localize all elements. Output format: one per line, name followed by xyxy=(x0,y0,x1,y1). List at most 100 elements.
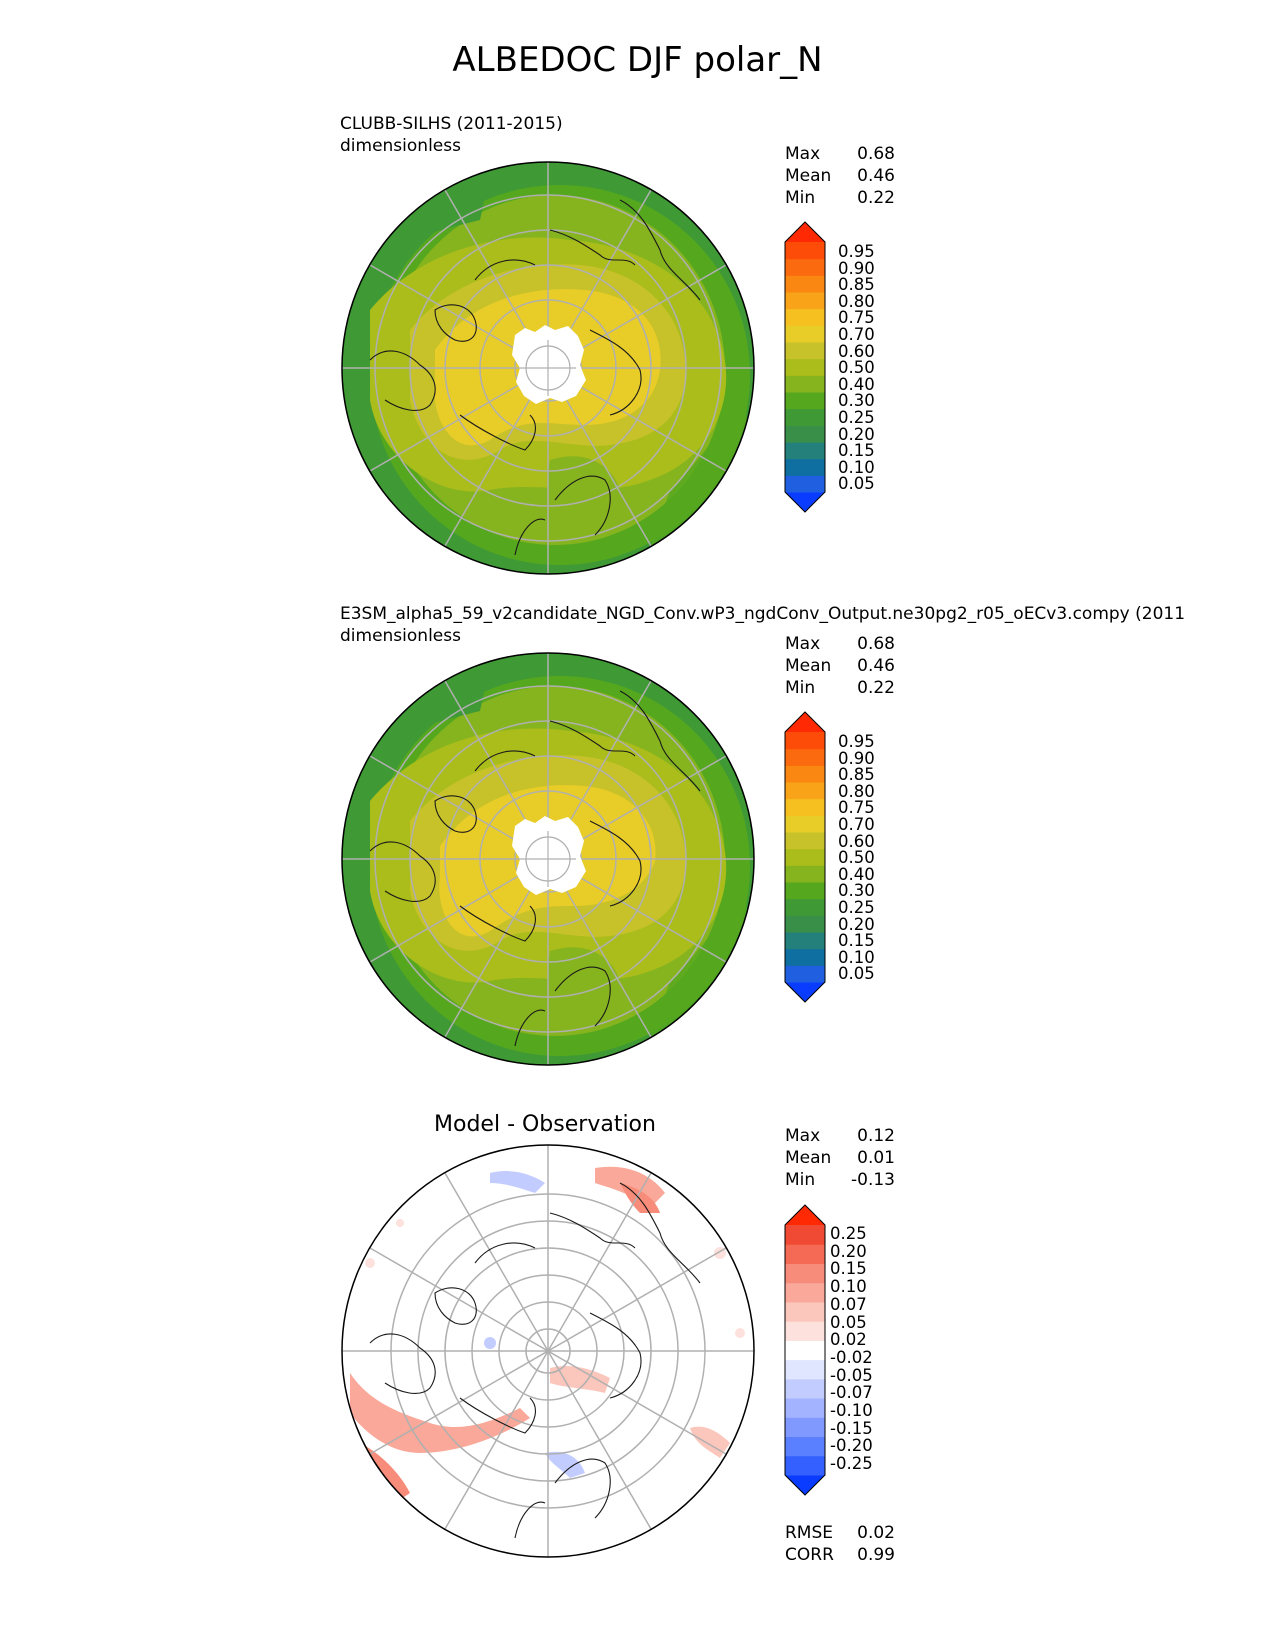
colorbar-tick-label: 0.90 xyxy=(838,258,875,278)
colorbar-segment xyxy=(785,442,825,460)
panel-2-polar-map xyxy=(341,652,755,1066)
colorbar-extend-min xyxy=(785,982,825,1002)
stat-max-label: Max xyxy=(785,634,821,654)
colorbar-tick-label: 0.60 xyxy=(838,831,875,851)
colorbar-tick-label: 0.95 xyxy=(838,242,875,261)
map-boundary xyxy=(341,1144,755,1558)
stat-mean-value: 0.46 xyxy=(857,166,895,186)
colorbar-segment xyxy=(785,882,825,900)
colorbar-outline xyxy=(784,1204,826,1496)
stat-min-label: Min xyxy=(785,678,816,698)
colorbar-segment xyxy=(785,1321,825,1341)
coastlines xyxy=(369,199,701,556)
colorbar-extend-min xyxy=(785,492,825,512)
colorbar-tick-label: -0.25 xyxy=(830,1454,873,1474)
colorbar-segment xyxy=(785,1398,825,1418)
colorbar-tick-label: 0.75 xyxy=(838,798,875,818)
colorbar-segment xyxy=(785,798,825,816)
stat-mean-value: 0.46 xyxy=(857,656,895,676)
metric-rmse-label: RMSE xyxy=(785,1523,834,1543)
colorbar-extend-max xyxy=(785,1205,825,1225)
stat-min-label: Min xyxy=(785,1170,816,1190)
stat-mean-label: Mean xyxy=(785,166,832,186)
colorbar-outline xyxy=(784,221,826,513)
colorbar-tick-label: -0.05 xyxy=(830,1365,873,1385)
map-boundary xyxy=(341,652,755,1066)
colorbar-tick-label: 0.70 xyxy=(838,815,875,834)
panel-1-units: dimensionless xyxy=(340,136,461,156)
colorbar-segment xyxy=(785,1417,825,1438)
stat-min-label: Min xyxy=(785,188,816,208)
colorbar-tick-label: 0.10 xyxy=(838,947,875,967)
colorbar-tick-label: 0.15 xyxy=(838,441,875,461)
colorbar-tick-label: 0.10 xyxy=(830,1277,867,1297)
colorbar-segment xyxy=(785,1301,825,1322)
colorbar-segment xyxy=(785,898,825,916)
coastlines xyxy=(369,690,701,1047)
colorbar-tick-label: 0.05 xyxy=(838,964,875,984)
colorbar-tick-label: 0.40 xyxy=(838,864,875,884)
colorbar-tick-label: 0.07 xyxy=(830,1294,867,1314)
colorbar-segment xyxy=(785,258,825,276)
panel-3-metrics: RMSE 0.02 CORR 0.99 xyxy=(785,1522,915,1568)
colorbar-tick-label: 0.30 xyxy=(838,881,875,901)
colorbar-outline xyxy=(784,711,826,1003)
panel-2-units: dimensionless xyxy=(340,626,461,646)
colorbar-tick-label: 0.05 xyxy=(838,474,875,494)
colorbar-tick-label: 0.40 xyxy=(838,374,875,394)
panel-1-colorbar xyxy=(784,221,826,513)
colorbar-segment xyxy=(785,408,825,426)
colorbar-segment xyxy=(785,1225,825,1245)
colorbar-segment xyxy=(785,1263,825,1284)
panel-3-colorbar xyxy=(784,1204,826,1496)
colorbar-tick-label: 0.20 xyxy=(838,914,875,934)
colorbar-tick-label: 0.50 xyxy=(838,358,875,378)
colorbar-segment xyxy=(785,915,825,933)
colorbar-segment xyxy=(785,865,825,883)
colorbar-segment xyxy=(785,242,825,260)
colorbar-segment xyxy=(785,748,825,766)
colorbar-tick-label: 0.20 xyxy=(838,424,875,444)
colorbar-tick-label: 0.05 xyxy=(830,1312,867,1332)
colorbar-tick-label: -0.10 xyxy=(830,1401,873,1420)
difference-title: Model - Observation xyxy=(434,1112,656,1137)
colorbar-segment xyxy=(785,358,825,376)
metric-rmse-value: 0.02 xyxy=(857,1523,895,1543)
colorbar-segment xyxy=(785,275,825,293)
colorbar-tick-label: 0.25 xyxy=(838,898,875,917)
panel-3-polar-map xyxy=(341,1144,755,1558)
stat-max-value: 0.68 xyxy=(857,634,895,654)
colorbar-tick-label: 0.15 xyxy=(830,1259,867,1279)
panel-2-colorbar xyxy=(784,711,826,1003)
metric-corr-value: 0.99 xyxy=(857,1545,895,1565)
colorbar-segment xyxy=(785,475,825,493)
colorbar-tick-label: -0.20 xyxy=(830,1436,873,1456)
colorbar-segment xyxy=(785,292,825,310)
colorbar-segment xyxy=(785,948,825,966)
colorbar-tick-label: 0.90 xyxy=(838,748,875,768)
colorbar-tick-label: 0.85 xyxy=(838,275,875,295)
colorbar-segment xyxy=(785,1244,825,1264)
panel-2-title: E3SM_alpha5_59_v2candidate_NGD_Conv.wP3_… xyxy=(340,604,1186,624)
colorbar-segment xyxy=(785,832,825,850)
colorbar-segment xyxy=(785,848,825,866)
stat-min-value: 0.22 xyxy=(857,188,895,208)
colorbar-tick-label: 0.80 xyxy=(838,291,875,311)
stat-mean-value: 0.01 xyxy=(857,1148,895,1168)
stat-max-label: Max xyxy=(785,1126,821,1146)
colorbar-segment xyxy=(785,342,825,360)
colorbar-segment xyxy=(785,1455,825,1476)
stat-min-value: 0.22 xyxy=(857,678,895,698)
stat-max-value: 0.12 xyxy=(857,1126,895,1146)
colorbar-segment xyxy=(785,932,825,950)
stat-mean-label: Mean xyxy=(785,656,832,676)
colorbar-tick-label: 0.60 xyxy=(838,341,875,361)
metric-corr-label: CORR xyxy=(785,1545,834,1565)
colorbar-tick-label: 0.70 xyxy=(838,325,875,344)
panel-1-stats: Max 0.68 Mean 0.46 Min 0.22 xyxy=(785,143,915,213)
colorbar-tick-label: -0.07 xyxy=(830,1383,873,1403)
stat-max-label: Max xyxy=(785,144,821,164)
colorbar-segment xyxy=(785,965,825,983)
colorbar-segments xyxy=(784,711,826,1003)
colorbar-segment xyxy=(785,392,825,410)
